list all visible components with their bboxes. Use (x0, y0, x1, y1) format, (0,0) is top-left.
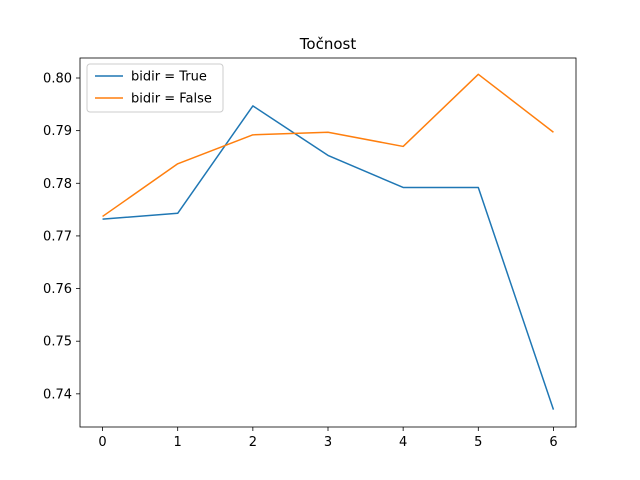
series-line-0 (102, 105, 555, 410)
series-line-1 (102, 73, 554, 218)
legend-label-1: bidir = False (131, 92, 212, 107)
x-tick-label: 3 (324, 435, 332, 450)
legend-label-0: bidir = True (131, 70, 207, 85)
x-tick-label: 1 (174, 435, 182, 450)
x-tick-label: 6 (549, 435, 557, 450)
chart-title: Točnost (299, 35, 357, 53)
x-tick-label: 2 (249, 435, 257, 450)
y-tick-label: 0.74 (43, 387, 72, 402)
plot-area: 0 1 2 3 4 5 6 0.74 0.75 0.76 0.77 0.78 0.79 0.80 bidir… (43, 57, 577, 450)
axes-frame (79, 57, 577, 428)
y-tick-label: 0.78 (43, 177, 72, 192)
x-tick-label: 4 (399, 435, 407, 450)
y-tick-label: 0.77 (43, 229, 72, 244)
y-tick-label: 0.80 (43, 72, 72, 87)
x-tick-label: 0 (98, 435, 106, 450)
x-tick-label: 5 (474, 435, 482, 450)
y-tick-label: 0.79 (43, 124, 72, 139)
y-tick-label: 0.76 (43, 282, 72, 297)
y-tick-label: 0.75 (43, 335, 72, 350)
